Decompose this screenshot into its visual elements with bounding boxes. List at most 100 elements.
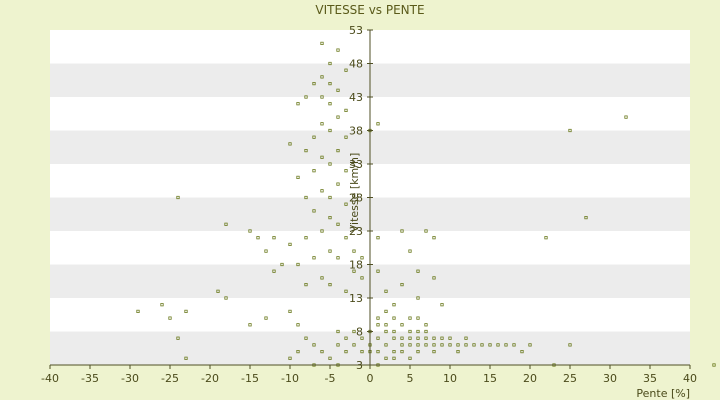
y-tick-label: 8 <box>356 326 363 339</box>
data-point <box>512 343 516 347</box>
data-point <box>464 343 468 347</box>
data-point <box>296 262 300 267</box>
data-point <box>584 215 588 220</box>
data-point <box>568 128 572 133</box>
data-point <box>416 336 420 340</box>
data-point <box>320 95 324 99</box>
data-point <box>320 276 324 280</box>
data-point <box>392 303 396 307</box>
data-point <box>408 356 412 360</box>
data-point <box>400 336 404 340</box>
data-point <box>520 349 524 354</box>
data-point <box>408 316 412 320</box>
data-point <box>328 128 332 133</box>
data-point <box>336 115 340 119</box>
data-point <box>320 229 324 233</box>
data-point <box>432 236 436 240</box>
data-point <box>424 323 428 327</box>
data-point <box>400 229 404 233</box>
data-point <box>296 349 300 354</box>
data-point <box>312 135 316 139</box>
x-tick-label: -30 <box>121 372 139 385</box>
data-point <box>432 349 436 354</box>
x-tick-label: -25 <box>161 372 179 385</box>
y-tick-label: 38 <box>349 125 363 138</box>
data-point <box>288 242 292 246</box>
data-point <box>432 336 436 340</box>
data-point <box>328 102 332 106</box>
data-point <box>504 343 508 347</box>
data-point <box>336 343 340 347</box>
x-tick-label: 40 <box>683 372 697 385</box>
data-point <box>336 88 340 92</box>
data-point <box>304 95 308 99</box>
data-point <box>248 229 252 233</box>
data-point <box>224 222 228 226</box>
data-point <box>328 82 332 86</box>
data-point <box>392 329 396 334</box>
data-point <box>464 336 468 340</box>
data-point <box>480 343 484 347</box>
data-point <box>400 343 404 347</box>
data-point <box>176 195 180 200</box>
x-tick-label: 20 <box>523 372 537 385</box>
data-point <box>408 249 412 253</box>
data-point <box>312 256 316 260</box>
data-point <box>472 343 476 347</box>
x-tick-label: 25 <box>563 372 577 385</box>
data-point <box>376 349 380 354</box>
data-point <box>440 336 444 340</box>
data-point <box>360 336 364 340</box>
data-point <box>344 135 348 139</box>
data-point <box>488 343 492 347</box>
data-point <box>320 189 324 193</box>
data-point <box>544 236 548 240</box>
data-point <box>184 309 188 314</box>
data-point <box>304 336 308 340</box>
x-tick-label: -35 <box>81 372 99 385</box>
data-point <box>296 102 300 106</box>
data-point <box>392 316 396 320</box>
data-point <box>424 329 428 334</box>
data-point <box>376 236 380 240</box>
data-point <box>384 309 388 314</box>
data-point <box>312 209 316 213</box>
x-tick-label: 10 <box>443 372 457 385</box>
data-point <box>384 343 388 347</box>
data-point <box>264 316 268 320</box>
x-tick-label: 0 <box>367 372 374 385</box>
data-point <box>328 61 332 66</box>
data-point <box>328 356 332 360</box>
data-point <box>288 309 292 314</box>
x-tick-label: 5 <box>407 372 414 385</box>
data-point <box>424 229 428 233</box>
data-point <box>352 269 356 273</box>
data-point <box>344 68 348 72</box>
data-point <box>408 343 412 347</box>
x-tick-label: 30 <box>603 372 617 385</box>
data-point <box>352 329 356 334</box>
y-tick-label: 13 <box>349 292 363 305</box>
chart-title: VITESSE vs PENTE <box>315 3 424 17</box>
data-point <box>424 343 428 347</box>
x-tick-label: 15 <box>483 372 497 385</box>
x-tick-label: 35 <box>643 372 657 385</box>
data-point <box>336 222 340 226</box>
data-point <box>224 296 228 300</box>
y-tick-label: 33 <box>349 158 363 171</box>
y-tick-label: 28 <box>349 192 363 205</box>
data-point <box>312 169 316 173</box>
data-point <box>376 269 380 273</box>
data-point <box>376 316 380 320</box>
data-point <box>384 289 388 293</box>
data-point <box>376 336 380 340</box>
data-point <box>328 282 332 287</box>
data-point <box>336 148 340 153</box>
x-axis-label: Pente [%] <box>636 387 690 400</box>
data-point <box>344 349 348 354</box>
data-point <box>384 329 388 334</box>
data-point <box>328 215 332 220</box>
data-point <box>624 115 628 119</box>
data-point <box>320 122 324 126</box>
